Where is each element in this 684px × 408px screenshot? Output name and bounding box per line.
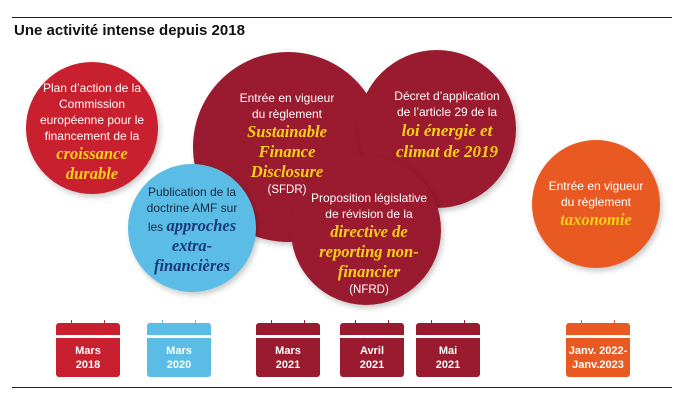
calendar-year: 2020 <box>166 359 192 371</box>
page-title: Une activité intense depuis 2018 <box>14 22 245 39</box>
calendar-mars-2018: Mars 2018 <box>56 318 120 377</box>
calendar-body: Mai 2021 <box>416 338 480 377</box>
calendar-header <box>147 323 211 335</box>
bottom-rule <box>12 387 672 388</box>
calendar-body: Mars 2018 <box>56 338 120 377</box>
nfrd-text: Proposition législative de révision de l… <box>308 190 430 298</box>
taxo-highlight: taxonomie <box>560 210 632 229</box>
amf-text: Publication de la doctrine AMF sur les a… <box>138 184 246 276</box>
calendar-body: Mars 2020 <box>147 338 211 377</box>
calendar-month: Mars <box>166 345 192 357</box>
calendar-janv-2022-2023: Janv. 2022- Janv.2023 <box>566 318 630 377</box>
calendar-month: Mars <box>275 345 301 357</box>
calendar-year: 2021 <box>275 359 301 371</box>
calendar-header <box>340 323 404 335</box>
calendar-body: Avril 2021 <box>340 338 404 377</box>
bubble-nfrd <box>291 155 441 305</box>
calendar-header <box>416 323 480 335</box>
calendar-header <box>56 323 120 335</box>
nfrd-intro: Proposition législative de révision de l… <box>310 191 428 221</box>
sfdr-text: Entrée en vigueur du règlement Sustainab… <box>232 90 342 198</box>
calendar-year: 2018 <box>75 359 101 371</box>
calendar-avril-2021: Avril 2021 <box>340 318 404 377</box>
calendar-year: 2021 <box>435 359 461 371</box>
bubble-amf <box>128 164 256 292</box>
calendar-body: Janv. 2022- Janv.2023 <box>566 338 630 377</box>
sfdr-abbr: (SFDR) <box>267 184 307 196</box>
calendar-month: Avril <box>359 345 385 357</box>
calendar-header <box>566 323 630 335</box>
calendar-mars-2020: Mars 2020 <box>147 318 211 377</box>
calendar-month: Mars <box>75 345 101 357</box>
calendar-body: Mars 2021 <box>256 338 320 377</box>
sfdr-highlight: Sustainable Finance Disclosure <box>247 122 327 181</box>
taxo-intro: Entrée en vigueur du règlement <box>548 179 644 209</box>
calendar-month: Janv. 2022- <box>568 345 628 357</box>
plan-text: Plan d’action de la Commission européenn… <box>37 80 147 184</box>
plan-highlight: croissance durable <box>56 144 128 183</box>
decret-intro: Décret d’application de l’article 29 de … <box>394 89 500 119</box>
bubble-plan <box>26 62 158 194</box>
nfrd-highlight: directive de reporting non-financier <box>319 222 419 281</box>
calendar-month: Mai <box>438 345 458 357</box>
decret-text: Décret d’application de l’article 29 de … <box>386 88 508 162</box>
calendar-mars-2021: Mars 2021 <box>256 318 320 377</box>
amf-highlight: approches extra-financières <box>153 216 237 275</box>
calendar-year: 2021 <box>359 359 385 371</box>
decret-highlight: loi énergie et climat de 2019 <box>396 121 498 161</box>
sfdr-intro: Entrée en vigueur du règlement <box>239 91 335 121</box>
calendar-mai-2021: Mai 2021 <box>416 318 480 377</box>
calendar-year: Janv.2023 <box>572 359 624 371</box>
calendar-header <box>256 323 320 335</box>
nfrd-abbr: (NFRD) <box>349 284 389 296</box>
bubble-taxo <box>532 140 660 268</box>
top-rule <box>12 17 672 18</box>
plan-intro: Plan d’action de la Commission européenn… <box>39 81 145 143</box>
amf-intro: Publication de la doctrine AMF sur les <box>146 185 238 234</box>
taxo-text: Entrée en vigueur du règlement taxonomie <box>548 178 644 230</box>
